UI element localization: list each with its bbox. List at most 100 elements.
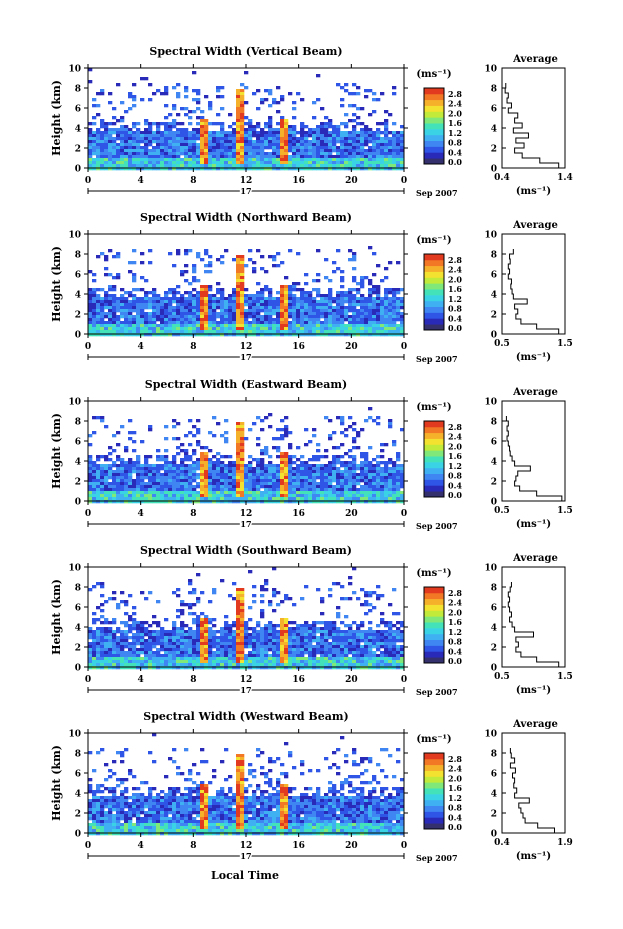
heatmap-cell [208, 633, 213, 637]
heatmap-cell [312, 164, 317, 168]
heatmap-cell [136, 306, 141, 310]
heatmap-cell [352, 155, 357, 159]
heatmap-cell [196, 294, 201, 298]
heatmap-cell [216, 143, 221, 147]
heatmap-cell [356, 627, 361, 631]
heatmap-cell [172, 425, 177, 429]
heatmap-cell [296, 92, 301, 96]
heatmap-cell [244, 86, 249, 90]
heatmap-cell [356, 146, 361, 150]
heatmap-cell [368, 467, 373, 471]
heatmap-cell [268, 630, 273, 634]
heatmap-cell [364, 152, 369, 156]
heatmap-cell [164, 425, 169, 429]
heatmap-cell [388, 627, 393, 631]
heatmap-cell [380, 639, 385, 643]
heatmap-cell [240, 116, 245, 120]
heatmap-cell [92, 161, 97, 165]
heatmap-cell [360, 318, 365, 322]
heatmap-cell [88, 324, 93, 328]
heatmap-cell [192, 324, 197, 328]
heatmap-cell [352, 267, 357, 271]
heatmap-cell [268, 116, 273, 120]
heatmap-cell [212, 161, 217, 165]
heatmap-cell [384, 497, 389, 501]
heatmap-cell [120, 116, 125, 120]
heatmap-cell [108, 164, 113, 168]
heatmap-cell [196, 128, 201, 132]
average-y-tick-label: 2 [491, 145, 497, 155]
heatmap-cell [280, 261, 285, 265]
heatmap-cell [280, 285, 285, 289]
heatmap-cell [372, 167, 377, 171]
heatmap-cell [260, 485, 265, 489]
heatmap-cell [312, 303, 317, 307]
heatmap-cell [364, 636, 369, 640]
heatmap-cell [292, 288, 297, 292]
heatmap-cell [356, 324, 361, 328]
heatmap-cell [328, 146, 333, 150]
heatmap-cell [380, 491, 385, 495]
heatmap-cell [92, 639, 97, 643]
heatmap-cell [332, 312, 337, 316]
average-x-unit: (ms⁻¹) [516, 519, 551, 530]
heatmap-cell [272, 485, 277, 489]
heatmap-cell [104, 473, 109, 477]
heatmap-cell [312, 464, 317, 468]
heatmap-cell [388, 639, 393, 643]
heatmap-cell [276, 464, 281, 468]
heatmap-cell [340, 315, 345, 319]
heatmap-cell [340, 327, 345, 331]
heatmap-cell [96, 306, 101, 310]
heatmap-cell [276, 333, 281, 337]
heatmap-cell [332, 131, 337, 135]
heatmap-cell [360, 282, 365, 286]
heatmap-cell [88, 312, 93, 316]
heatmap-cell [144, 467, 149, 471]
heatmap-cell [300, 297, 305, 301]
heatmap-cell [244, 303, 249, 307]
heatmap-cell [312, 324, 317, 328]
heatmap-cell [300, 642, 305, 646]
heatmap-cell [284, 461, 289, 465]
heatmap-cell [88, 143, 93, 147]
heatmap-cell [196, 573, 201, 577]
heatmap-cell [296, 300, 301, 304]
heatmap-cell [120, 134, 125, 138]
heatmap-cell [292, 312, 297, 316]
heatmap-cell [96, 482, 101, 486]
heatmap-cell [280, 473, 285, 477]
heatmap-cell [220, 497, 225, 501]
heatmap-cell [364, 276, 369, 280]
heatmap-cell [272, 155, 277, 159]
heatmap-cell [120, 303, 125, 307]
heatmap-cell [292, 134, 297, 138]
heatmap-cell [252, 333, 257, 337]
colorbar-band [424, 421, 444, 428]
heatmap-cell [168, 318, 173, 322]
heatmap-cell [344, 461, 349, 465]
heatmap-cell [100, 497, 105, 501]
heatmap-cell [144, 77, 149, 81]
heatmap-cell [312, 318, 317, 322]
heatmap-cell [372, 494, 377, 498]
heatmap-cell [320, 140, 325, 144]
heatmap-cell [272, 636, 277, 640]
heatmap-cell [268, 158, 273, 162]
heatmap-cell [320, 125, 325, 129]
heatmap-cell [124, 134, 129, 138]
heatmap-cell [252, 327, 257, 331]
heatmap-cell [216, 488, 221, 492]
heatmap-cell [260, 255, 265, 259]
heatmap-cell [228, 309, 233, 313]
heatmap-cell [256, 488, 261, 492]
heatmap-cell [168, 479, 173, 483]
heatmap-cell [168, 470, 173, 474]
heatmap-cell [380, 497, 385, 501]
heatmap-cell [164, 467, 169, 471]
heatmap-cell [332, 149, 337, 153]
heatmap-cell [128, 642, 133, 646]
heatmap-cell [128, 128, 133, 132]
heatmap-cell [240, 315, 245, 319]
heatmap-cell [168, 491, 173, 495]
